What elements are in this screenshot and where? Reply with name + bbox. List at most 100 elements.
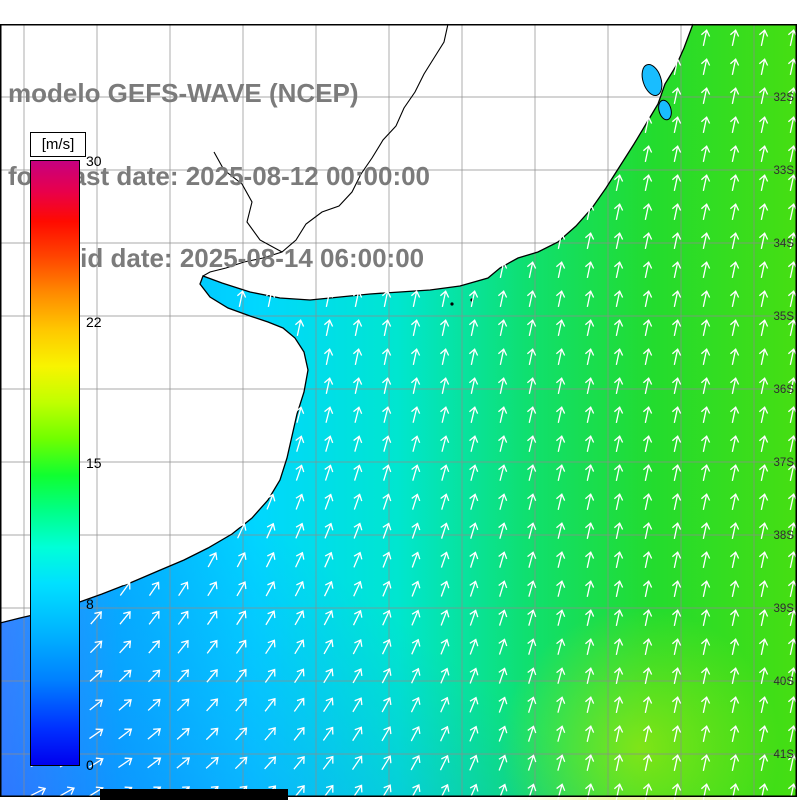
wind-arrow (178, 581, 189, 597)
wind-arrow (642, 319, 653, 336)
wind-arrow (671, 609, 682, 626)
wind-arrow (642, 696, 653, 713)
wind-arrow (177, 669, 190, 683)
wind-arrow (613, 232, 624, 249)
wind-arrow (352, 638, 363, 655)
wind-arrow (410, 377, 421, 394)
river-meander (213, 151, 283, 253)
wind-arrow (265, 639, 276, 655)
wind-arrow (729, 406, 740, 423)
wind-arrow (353, 406, 363, 423)
wind-arrow (671, 58, 682, 75)
wind-arrow (527, 754, 537, 771)
wind-arrow (700, 290, 711, 307)
wind-arrow (642, 377, 653, 394)
wind-arrow (207, 581, 218, 597)
wind-arrow (527, 725, 537, 742)
wind-arrow (700, 783, 711, 800)
wind-arrow (527, 696, 537, 713)
wind-arrow (264, 727, 276, 741)
wind-arrow (758, 754, 769, 771)
wind-arrow (671, 667, 682, 684)
wind-arrow (556, 638, 566, 655)
wind-arrow (729, 522, 740, 539)
colorbar: [m/s] 30 22 15 8 0 (30, 132, 150, 773)
wind-arrow (671, 290, 682, 307)
wind-arrow (323, 668, 334, 684)
wind-arrow (613, 551, 624, 568)
wind-arrow (584, 290, 595, 307)
wind-arrow (323, 290, 334, 307)
wind-arrow (642, 348, 653, 365)
wind-arrow (469, 754, 479, 771)
wind-arrow (381, 667, 392, 684)
wind-arrow (671, 754, 682, 771)
wind-arrow (293, 697, 305, 712)
wind-arrow (352, 697, 363, 713)
wind-arrow (613, 203, 624, 220)
wind-arrow (147, 669, 161, 683)
wind-arrow (584, 522, 595, 539)
wind-arrow (381, 377, 392, 394)
wind-arrow (729, 435, 740, 452)
wind-arrow (613, 580, 624, 597)
wind-arrow (351, 755, 363, 770)
wind-arrow (613, 493, 624, 510)
wind-arrow (613, 464, 624, 481)
wind-arrow (382, 522, 392, 539)
wind-arrow (758, 87, 769, 104)
wind-arrow (527, 406, 537, 423)
wind-arrow (758, 609, 769, 626)
wind-arrow (353, 493, 363, 510)
wind-arrow (642, 232, 653, 249)
wind-arrow (613, 609, 624, 626)
wind-arrow (410, 755, 421, 771)
map-frame (0, 24, 797, 797)
wind-arrow (671, 348, 682, 365)
wind-arrow (642, 580, 653, 597)
wind-arrow (382, 609, 392, 626)
graticule-layer (0, 24, 797, 797)
latitude-label: 35S (774, 311, 795, 323)
wind-arrow (89, 640, 103, 654)
wind-arrow (671, 551, 682, 568)
wind-arrow (729, 290, 740, 307)
wind-arrow (700, 58, 711, 75)
wind-arrow (556, 464, 566, 481)
wind-arrow (700, 464, 711, 481)
wind-arrow (758, 29, 769, 46)
wind-arrow (323, 348, 334, 365)
wind-arrow (90, 611, 102, 625)
wind-arrow (323, 609, 334, 626)
wind-arrow (118, 699, 132, 711)
wind-arrow (613, 667, 624, 684)
wind-arrow (469, 493, 479, 510)
wind-arrow (177, 639, 189, 654)
wind-arrow (265, 581, 276, 597)
wind-arrow (411, 522, 421, 539)
wind-arrow (59, 786, 75, 797)
wind-arrow (323, 580, 334, 597)
wind-arrow (585, 725, 595, 742)
wind-arrow (556, 493, 566, 510)
wind-arrow (119, 640, 132, 654)
coastal-lagoon (641, 64, 663, 96)
wind-arrow (381, 348, 392, 365)
wind-arrow (642, 290, 653, 307)
river-border (202, 23, 449, 277)
islet (450, 302, 454, 306)
wind-arrow (295, 493, 305, 510)
wind-arrow (700, 29, 711, 46)
wind-arrow (440, 522, 450, 539)
colorbar-tick-label: 22 (86, 314, 102, 331)
wind-arrow (671, 232, 682, 249)
wind-arrow (411, 406, 421, 423)
wind-arrow (758, 435, 769, 452)
wind-arrow (148, 640, 160, 654)
ocean-coastal-tint (0, 24, 797, 797)
wind-arrow (469, 551, 479, 568)
wind-arrow (758, 58, 769, 75)
wind-arrow (700, 435, 711, 452)
wind-arrow (555, 406, 566, 423)
wind-arrow (556, 580, 566, 597)
